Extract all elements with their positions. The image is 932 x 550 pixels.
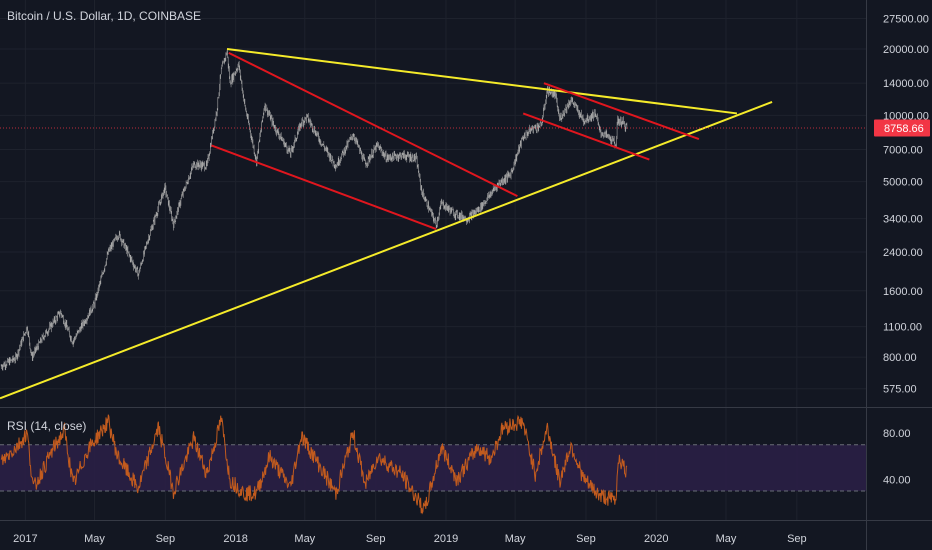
y-tick-label: 20000.00 <box>883 44 929 56</box>
red-channel-line <box>228 52 518 198</box>
y-tick-label: 7000.00 <box>883 144 923 156</box>
y-tick-label: 2400.00 <box>883 247 923 259</box>
price-candles <box>0 49 628 371</box>
y-tick-label: 3400.00 <box>883 214 923 226</box>
yellow-trendline <box>226 47 738 115</box>
y-tick-label: 1100.00 <box>883 322 922 334</box>
last-price-label: 8758.66 <box>884 123 924 135</box>
x-tick-label: 2019 <box>434 533 458 545</box>
y-tick-label: 800.00 <box>883 352 917 364</box>
y-tick-label: 5000.00 <box>883 177 923 189</box>
yellow-trendline <box>0 101 773 400</box>
y-tick-label: 1600.00 <box>883 286 923 298</box>
red-channel-line <box>211 144 437 230</box>
x-tick-label: Sep <box>576 533 596 545</box>
x-tick-label: 2020 <box>644 533 668 545</box>
red-channel-line <box>522 112 650 161</box>
rsi-panel <box>0 414 628 515</box>
x-tick-label: May <box>716 533 737 545</box>
x-tick-label: 2018 <box>223 533 247 545</box>
trendline-drawings[interactable] <box>0 47 866 400</box>
x-tick-label: May <box>505 533 526 545</box>
x-tick-label: Sep <box>787 533 807 545</box>
y-tick-label: 10000.00 <box>883 110 929 122</box>
x-tick-label: May <box>294 533 315 545</box>
rsi-title: RSI (14, close) <box>7 419 86 433</box>
rsi-band-fill <box>0 444 866 492</box>
x-tick-label: Sep <box>156 533 176 545</box>
x-tick-label: May <box>84 533 105 545</box>
x-tick-label: Sep <box>366 533 386 545</box>
y-tick-label: 14000.00 <box>883 78 929 90</box>
last-price-marker: 8758.66 <box>874 119 930 137</box>
red-channel-line <box>543 82 700 141</box>
rsi-band <box>0 444 866 492</box>
x-tick-label: 2017 <box>13 533 37 545</box>
last-price-badge <box>874 119 930 137</box>
y-tick-label: 27500.00 <box>883 14 929 26</box>
chart-title: Bitcoin / U.S. Dollar, 1D, COINBASE <box>7 9 201 23</box>
rsi-tick-label: 80.00 <box>883 428 911 440</box>
grid-lines <box>0 0 866 520</box>
rsi-line <box>0 414 628 515</box>
y-tick-label: 575.00 <box>883 384 917 396</box>
rsi-tick-label: 40.00 <box>883 474 911 486</box>
